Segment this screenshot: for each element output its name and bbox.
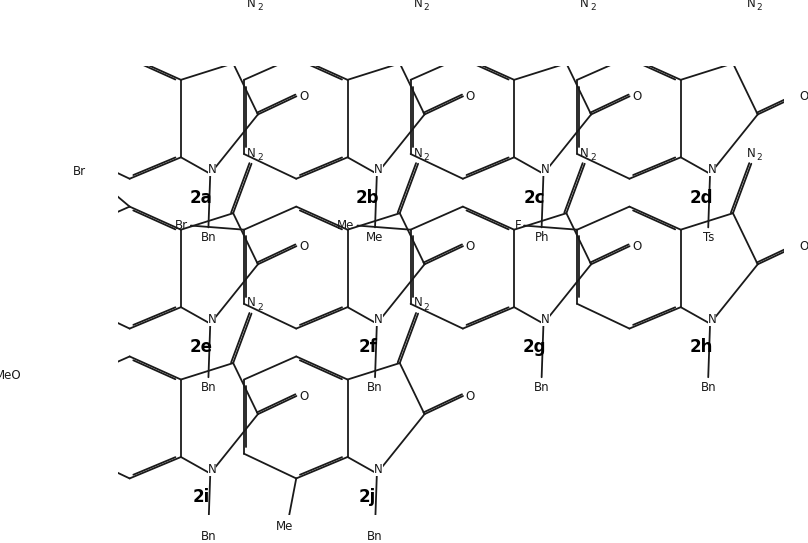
Text: O: O — [299, 90, 309, 103]
Text: O: O — [465, 239, 475, 252]
Text: Br: Br — [175, 219, 188, 232]
Text: Bn: Bn — [367, 381, 383, 394]
Text: 2: 2 — [423, 3, 429, 12]
Text: N: N — [208, 163, 217, 176]
Text: 2: 2 — [590, 3, 595, 12]
Text: Bn: Bn — [534, 381, 549, 394]
Text: N: N — [247, 147, 256, 160]
Text: N: N — [374, 163, 383, 176]
Text: O: O — [799, 239, 808, 252]
Text: Bn: Bn — [200, 231, 217, 244]
Text: 2f: 2f — [358, 338, 377, 356]
Text: 2: 2 — [423, 303, 429, 312]
Text: N: N — [247, 0, 256, 10]
Text: 2: 2 — [257, 303, 263, 312]
Text: Me: Me — [366, 231, 384, 244]
Text: O: O — [299, 389, 309, 402]
Text: Bn: Bn — [200, 381, 217, 394]
Text: O: O — [465, 389, 475, 402]
Text: MeO: MeO — [0, 369, 22, 382]
Text: N: N — [747, 0, 755, 10]
Text: Bn: Bn — [200, 531, 217, 543]
Text: 2: 2 — [423, 153, 429, 162]
Text: N: N — [208, 313, 217, 326]
Text: 2: 2 — [757, 3, 763, 12]
Text: N: N — [247, 296, 256, 310]
Text: N: N — [414, 0, 423, 10]
Text: Bn: Bn — [701, 381, 716, 394]
Text: N: N — [541, 163, 549, 176]
Text: F: F — [515, 219, 521, 232]
Text: 2b: 2b — [356, 188, 380, 207]
Text: N: N — [708, 163, 716, 176]
Text: 2e: 2e — [190, 338, 213, 356]
Text: 2: 2 — [257, 153, 263, 162]
Text: 2h: 2h — [689, 338, 713, 356]
Text: 2g: 2g — [523, 338, 546, 356]
Text: Me: Me — [276, 520, 293, 533]
Text: N: N — [208, 463, 217, 476]
Text: 2a: 2a — [190, 188, 213, 207]
Text: N: N — [414, 147, 423, 160]
Text: N: N — [580, 0, 589, 10]
Text: Me: Me — [337, 219, 355, 232]
Text: O: O — [799, 90, 808, 103]
Text: 2d: 2d — [689, 188, 713, 207]
Text: 2c: 2c — [524, 188, 545, 207]
Text: N: N — [747, 147, 755, 160]
Text: N: N — [580, 147, 589, 160]
Text: N: N — [414, 296, 423, 310]
Text: 2: 2 — [257, 3, 263, 12]
Text: Br: Br — [73, 166, 86, 179]
Text: O: O — [299, 239, 309, 252]
Text: N: N — [374, 313, 383, 326]
Text: O: O — [465, 90, 475, 103]
Text: O: O — [633, 90, 642, 103]
Text: Bn: Bn — [367, 531, 383, 543]
Text: 2i: 2i — [192, 488, 210, 506]
Text: 2: 2 — [757, 153, 763, 162]
Text: O: O — [633, 239, 642, 252]
Text: Ph: Ph — [534, 231, 549, 244]
Text: 2j: 2j — [359, 488, 377, 506]
Text: N: N — [708, 313, 716, 326]
Text: N: N — [541, 313, 549, 326]
Text: Ts: Ts — [702, 231, 714, 244]
Text: N: N — [374, 463, 383, 476]
Text: 2: 2 — [590, 153, 595, 162]
